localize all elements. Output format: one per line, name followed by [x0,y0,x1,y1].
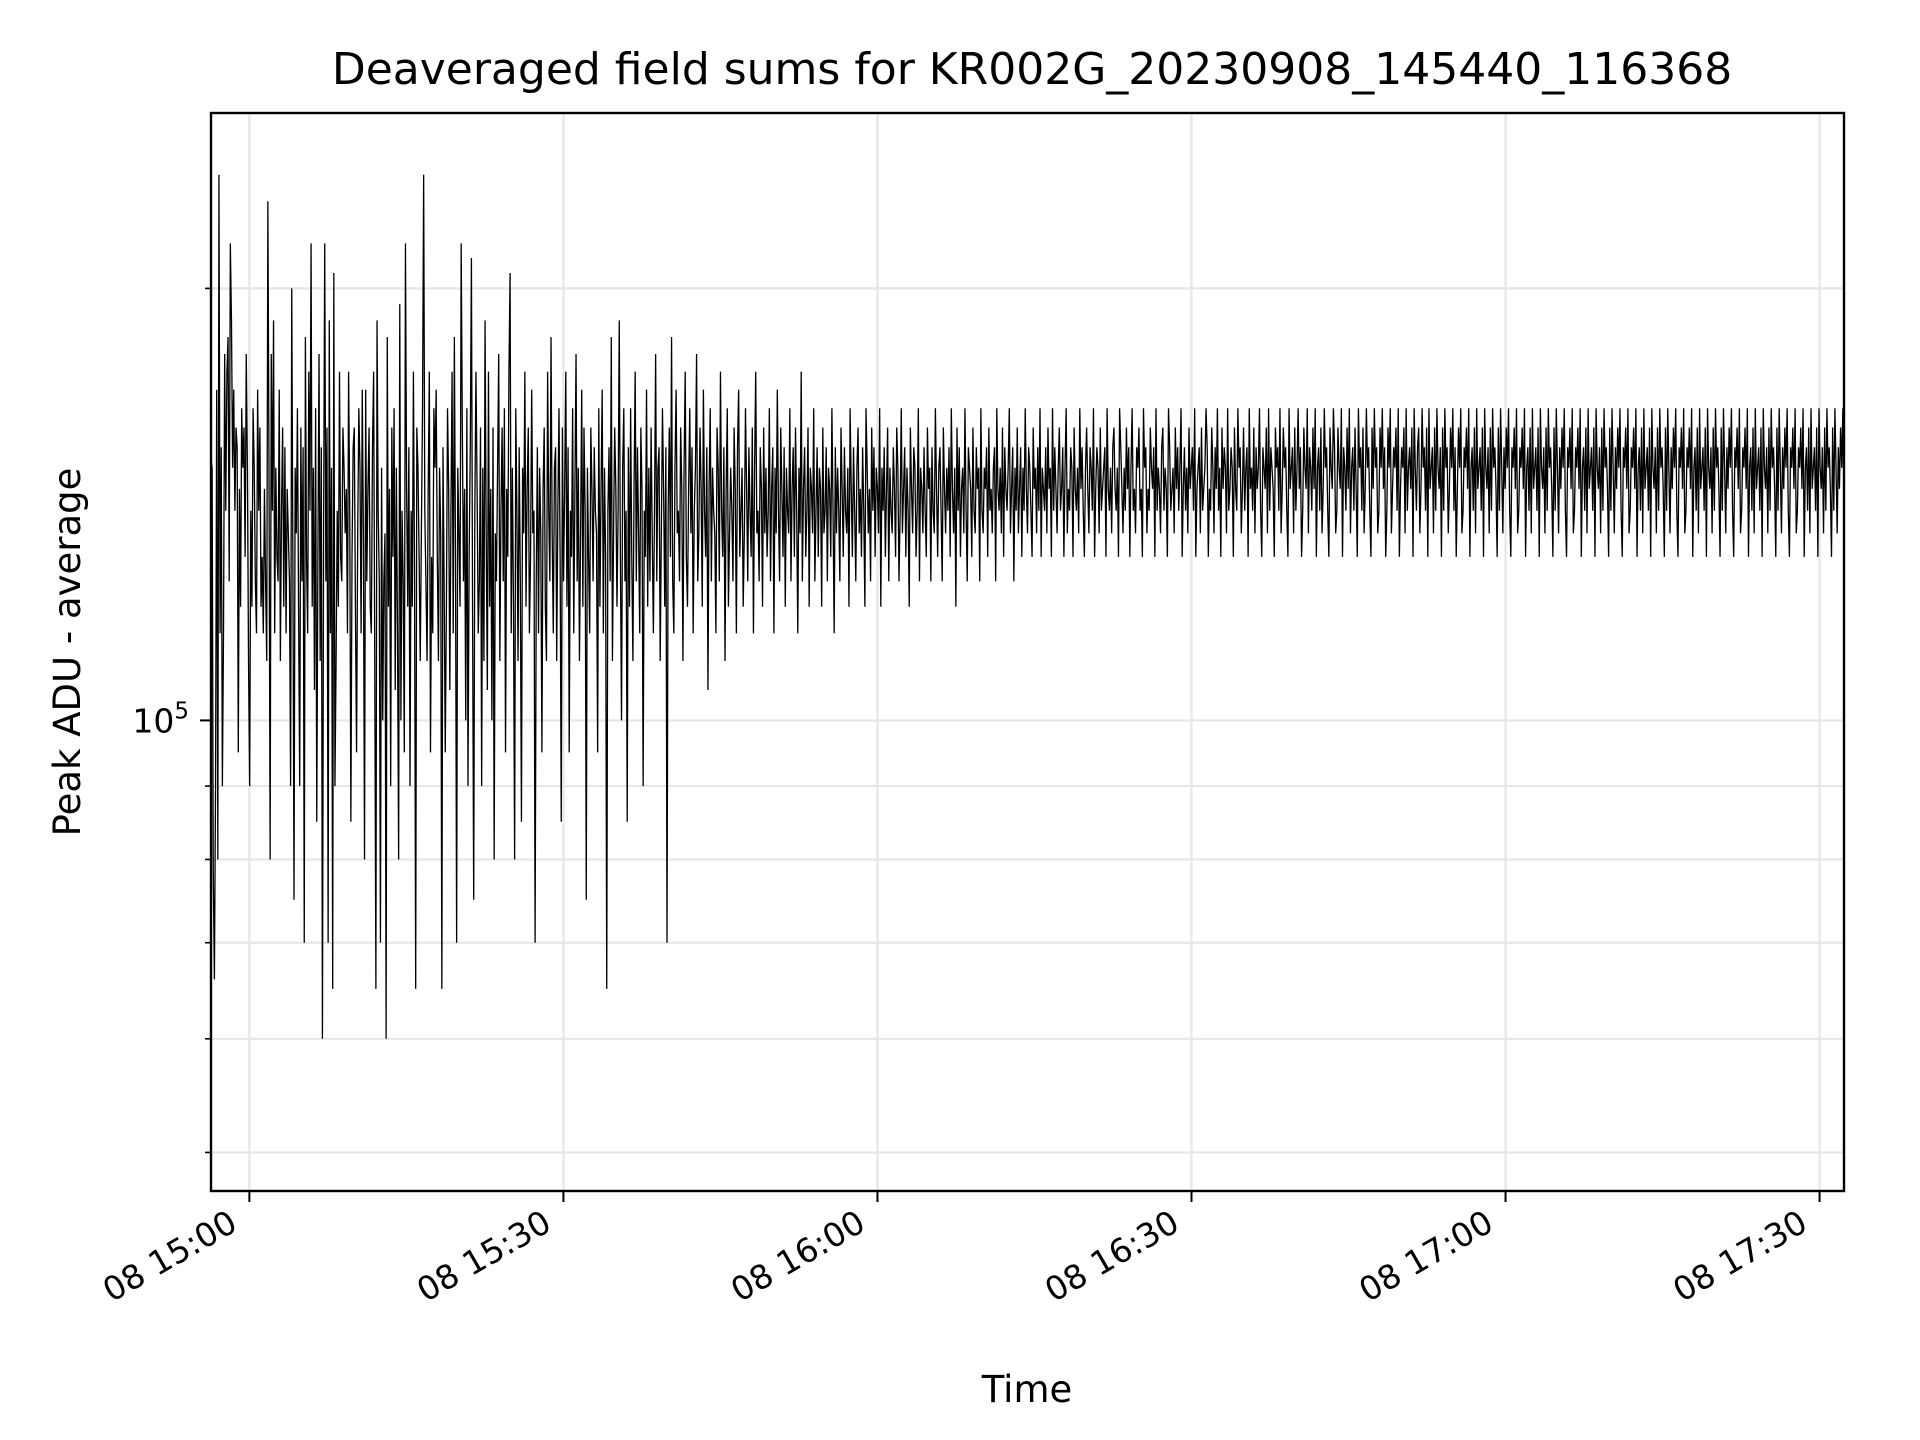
y-tick-label: 105 [132,698,189,740]
y-axis-title: Peak ADU - average [46,468,89,837]
series-line [210,174,1845,1039]
series-layer [210,174,1845,1039]
grid-layer [211,113,1844,1191]
plot-frame [209,111,1846,1193]
x-axis-title: Time [981,1368,1073,1411]
chart-title: Deaveraged field sums for KR002G_2023090… [332,44,1732,95]
